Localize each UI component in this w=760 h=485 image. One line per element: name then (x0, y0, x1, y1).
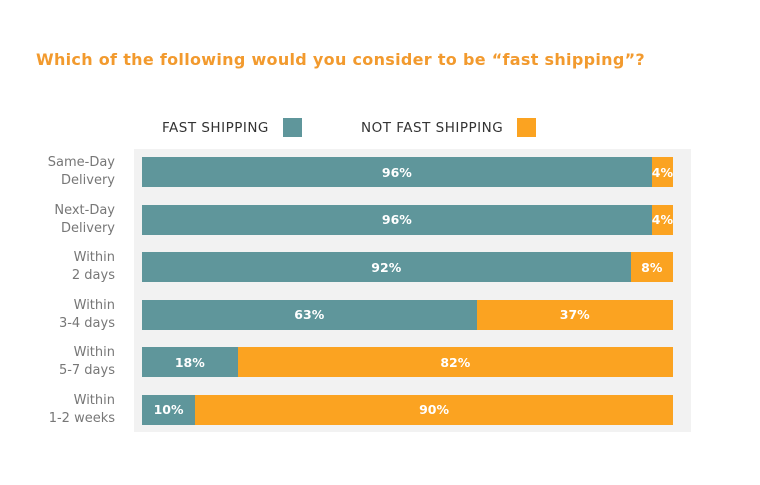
data-label: 10% (153, 402, 184, 417)
data-label: 96% (381, 164, 412, 180)
category-label-line: 5-7 days (58, 363, 115, 378)
legend-item-not-fast-shipping: NOT FAST SHIPPING (361, 118, 537, 137)
bar-row: 18% 82% (142, 347, 673, 377)
bar-segment-fast-shipping: 92% (142, 252, 631, 282)
data-label: 4% (651, 164, 673, 180)
category-label: Within 1-2 weeks (0, 392, 115, 428)
data-label: 37% (559, 307, 590, 322)
bar-row: 10% 90% (142, 394, 673, 425)
bar-segment-fast-shipping: 63% (142, 299, 477, 330)
bar-segment-fast-shipping: 96% (142, 204, 652, 235)
bar-segment-not-fast-shipping: 90% (195, 394, 673, 425)
data-label: 18% (174, 354, 205, 370)
chart-title: Which of the following would you conside… (36, 50, 645, 69)
data-label: 4% (651, 212, 673, 227)
data-label: 92% (371, 259, 402, 275)
category-label: Within 5-7 days (0, 344, 115, 380)
bar-segment-fast-shipping: 10% (142, 394, 196, 425)
bar-segment-not-fast-shipping: 37% (476, 299, 673, 330)
legend-swatch-fast-shipping (282, 118, 302, 137)
data-label: 90% (419, 402, 449, 417)
category-label-line: 3-4 days (58, 315, 115, 331)
data-label: 8% (641, 259, 663, 275)
category-label-line: Within (73, 392, 115, 408)
legend-label-not-fast-shipping: NOT FAST SHIPPING (361, 119, 504, 136)
bar-segment-not-fast-shipping: 8% (630, 252, 673, 282)
data-label: 96% (381, 212, 412, 227)
category-label-line: Delivery (61, 220, 115, 236)
data-label: 63% (294, 307, 325, 322)
category-label-line: Within (73, 250, 115, 265)
legend-item-fast-shipping: FAST SHIPPING (162, 118, 302, 137)
category-label-line: 2 days (71, 268, 115, 283)
bar-row: 63% 37% (142, 299, 673, 330)
legend-label-fast-shipping: FAST SHIPPING (162, 119, 269, 136)
legend-swatch-not-fast-shipping (517, 118, 537, 137)
category-label-line: Next-Day (54, 202, 115, 218)
chart-plot-area (134, 149, 691, 432)
category-label: Within 3-4 days (0, 297, 115, 333)
bar-segment-not-fast-shipping: 82% (237, 347, 673, 377)
category-label: Next-Day Delivery (0, 202, 115, 238)
bar-segment-not-fast-shipping: 4% (651, 157, 673, 187)
category-label-line: Within (73, 345, 115, 360)
bar-row: 92% 8% (142, 252, 673, 282)
bar-segment-fast-shipping: 18% (142, 347, 238, 377)
data-label: 82% (440, 354, 471, 370)
category-label-line: Within (73, 297, 115, 313)
bar-row: 96% 4% (142, 157, 673, 187)
bar-segment-not-fast-shipping: 4% (651, 204, 673, 235)
category-label-line: Same-Day (47, 155, 115, 170)
category-label-line: Delivery (61, 173, 115, 188)
bar-row: 96% 4% (142, 204, 673, 235)
category-label: Same-Day Delivery (0, 154, 115, 190)
category-label: Within 2 days (0, 249, 115, 285)
bar-segment-fast-shipping: 96% (142, 157, 652, 187)
category-label-line: 1-2 weeks (48, 410, 115, 426)
